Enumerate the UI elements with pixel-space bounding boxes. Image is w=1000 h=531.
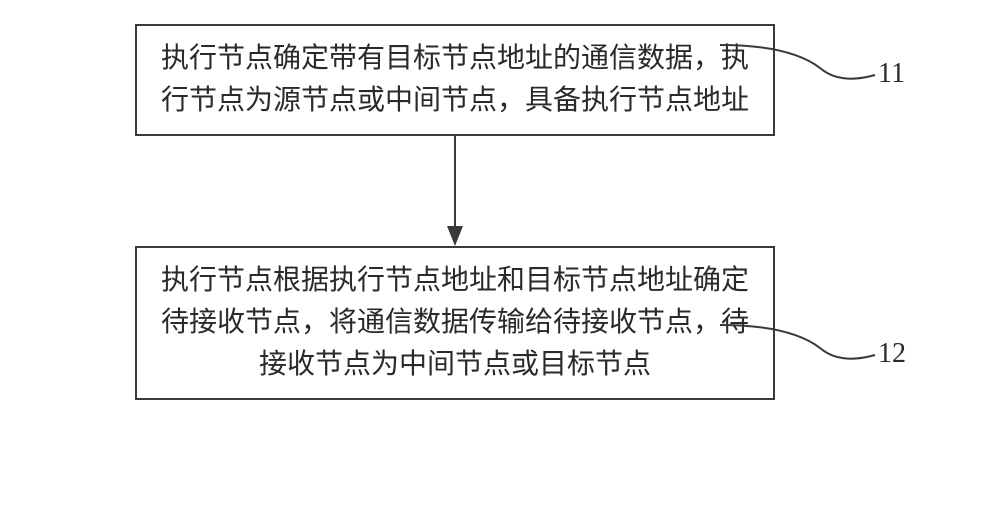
step-1-text: 执行节点确定带有目标节点地址的通信数据，执行节点为源节点或中间节点，具备执行节点… (161, 43, 749, 116)
arrow-1 (80, 136, 830, 246)
step-2-text: 执行节点根据执行节点地址和目标节点地址确定待接收节点，将通信数据传输给待接收节点… (161, 265, 749, 380)
step-label-12: 12 (878, 338, 906, 370)
flowchart-step-1: 执行节点确定带有目标节点地址的通信数据，执行节点为源节点或中间节点，具备执行节点… (135, 24, 775, 136)
label-connector-1 (720, 30, 880, 90)
flowchart-step-2: 执行节点根据执行节点地址和目标节点地址确定待接收节点，将通信数据传输给待接收节点… (135, 246, 775, 400)
label-connector-2 (720, 310, 880, 370)
step-label-11: 11 (878, 58, 905, 90)
flowchart-container: 执行节点确定带有目标节点地址的通信数据，执行节点为源节点或中间节点，具备执行节点… (80, 24, 830, 400)
